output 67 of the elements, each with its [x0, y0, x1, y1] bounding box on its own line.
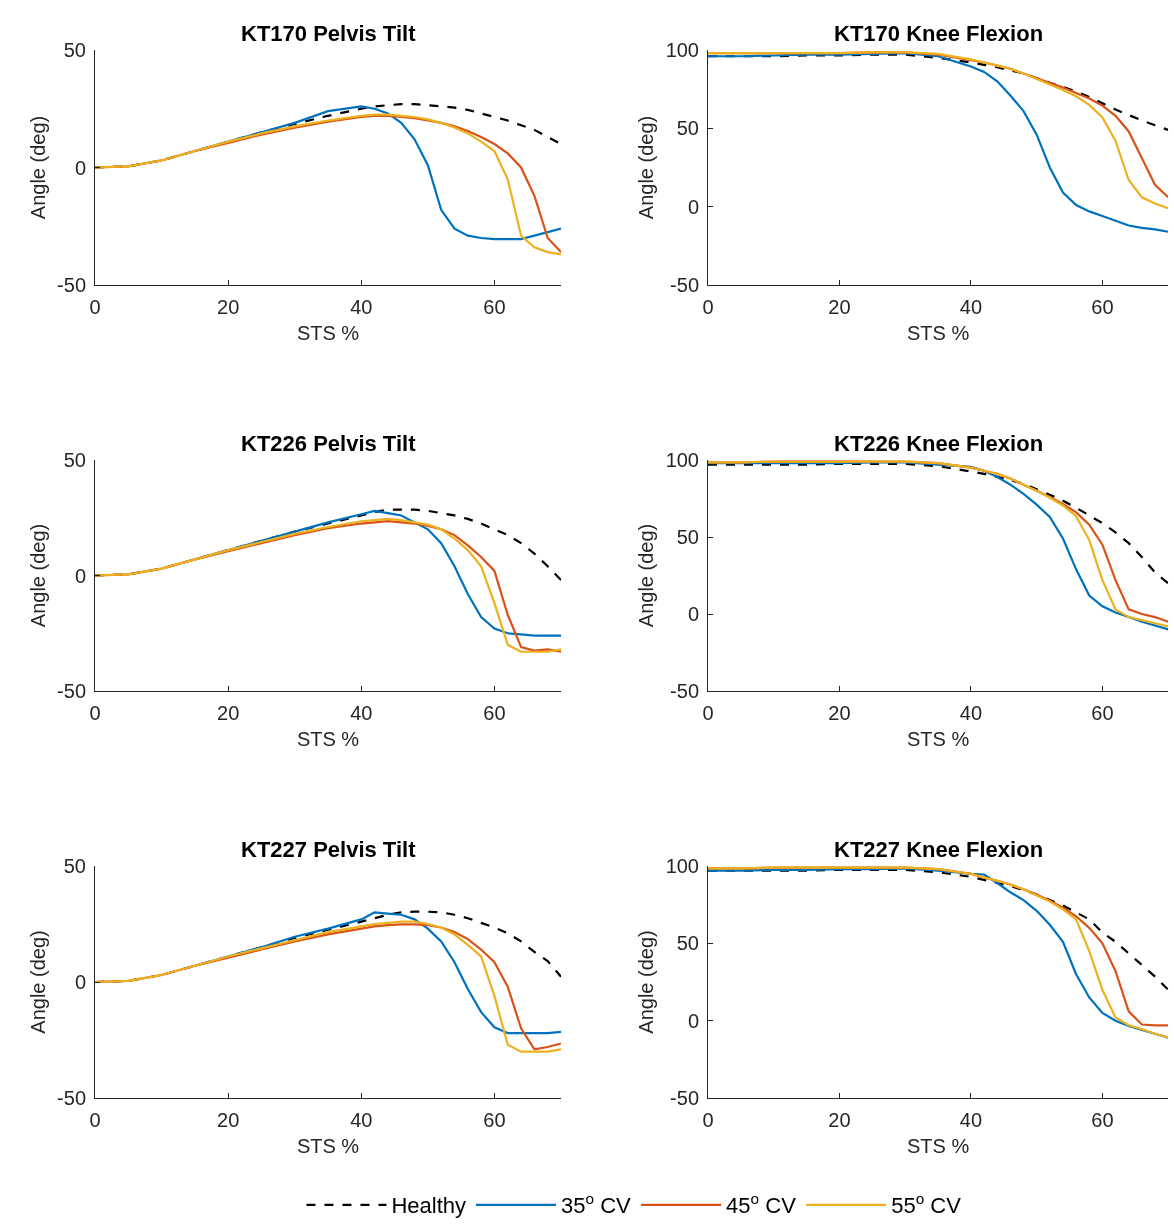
x-tick-label: 0 — [89, 1109, 101, 1131]
x-tick-label: 40 — [959, 1109, 983, 1131]
x-tick-label: 20 — [217, 1109, 240, 1131]
x-tick-label: 20 — [217, 702, 240, 724]
x-tick-label: 20 — [828, 1109, 851, 1131]
legend-label: 55$^{o}$ CV — [891, 1190, 962, 1219]
x-tick-label: 0 — [702, 296, 714, 318]
y-tick-label: 50 — [676, 932, 699, 955]
chart-title: KT227 Pelvis Tilt — [241, 837, 417, 862]
x-tick-label: 60 — [1091, 702, 1114, 724]
x-tick-label: 60 — [483, 1109, 506, 1131]
x-tick-label: 0 — [702, 1109, 714, 1131]
x-tick-label: 40 — [350, 1109, 373, 1131]
x-axis-title: STS % — [906, 321, 970, 344]
x-tick-label: 0 — [89, 702, 101, 724]
chart-title: KT226 Knee Flexion — [834, 431, 1044, 456]
y-tick-label: 100 — [665, 449, 699, 471]
y-axis-title: Angle (deg) — [26, 930, 49, 1034]
legend-label: 45$^{o}$ CV — [726, 1190, 797, 1219]
y-tick-label: 50 — [676, 526, 699, 548]
y-tick-label: 50 — [63, 39, 86, 61]
chart-title: KT226 Pelvis Tilt — [241, 431, 417, 456]
y-tick-label: 0 — [74, 564, 86, 587]
x-tick-label: 20 — [828, 296, 851, 318]
y-tick-label: 100 — [665, 855, 699, 877]
x-tick-label: 40 — [350, 702, 373, 724]
x-axis-title: STS % — [296, 321, 360, 344]
y-tick-label: 50 — [63, 855, 86, 877]
legend-label: 35$^{o}$ CV — [561, 1190, 632, 1219]
x-tick-label: 40 — [959, 296, 983, 318]
y-tick-label: -50 — [670, 680, 699, 702]
x-tick-label: 60 — [483, 702, 506, 724]
y-tick-label: -50 — [57, 274, 86, 296]
x-axis-title: STS % — [906, 727, 970, 750]
y-tick-label: 50 — [63, 449, 86, 471]
y-tick-label: 100 — [665, 39, 699, 61]
y-tick-label: -50 — [670, 274, 699, 296]
x-tick-label: 40 — [350, 296, 373, 318]
x-tick-label: 0 — [89, 296, 101, 318]
y-tick-label: -50 — [670, 1087, 699, 1109]
y-axis-title: Angle (deg) — [635, 115, 658, 220]
y-tick-label: -50 — [57, 1087, 86, 1109]
legend-label: Healthy — [391, 1193, 467, 1219]
chart-title: KT170 Pelvis Tilt — [241, 21, 417, 46]
x-tick-label: 60 — [1091, 296, 1114, 318]
chart-title: KT170 Knee Flexion — [834, 21, 1044, 46]
y-tick-label: 0 — [74, 156, 86, 179]
x-tick-label: 0 — [702, 702, 714, 724]
y-tick-label: 0 — [687, 1009, 699, 1032]
y-axis-title: Angle (deg) — [635, 930, 658, 1034]
x-tick-label: 40 — [959, 702, 983, 724]
y-tick-label: -50 — [57, 680, 86, 702]
x-axis-title: STS % — [296, 1134, 360, 1157]
chart-title: KT227 Knee Flexion — [834, 837, 1044, 862]
y-axis-title: Angle (deg) — [26, 523, 49, 628]
y-axis-title: Angle (deg) — [26, 115, 49, 220]
x-tick-label: 20 — [828, 702, 851, 724]
y-tick-label: 0 — [74, 971, 86, 993]
x-axis-title: STS % — [906, 1134, 970, 1157]
x-tick-label: 60 — [483, 296, 506, 318]
y-tick-label: 50 — [676, 117, 699, 140]
y-tick-label: 0 — [687, 195, 699, 218]
y-axis-title: Angle (deg) — [635, 523, 658, 628]
x-axis-title: STS % — [296, 727, 360, 750]
y-tick-label: 0 — [687, 603, 699, 625]
x-tick-label: 20 — [217, 296, 240, 318]
x-tick-label: 60 — [1091, 1109, 1114, 1131]
